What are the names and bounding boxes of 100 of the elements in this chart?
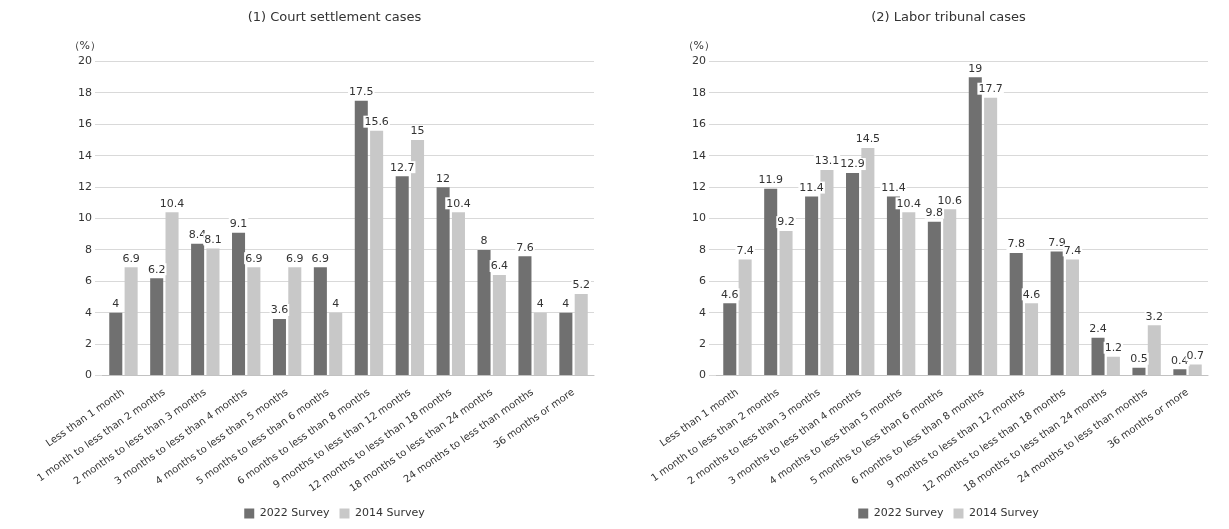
legend-label: 2014 Survey (969, 506, 1040, 520)
data-label: 4 (112, 297, 120, 311)
data-label: 3.6 (270, 303, 289, 317)
y-tick-label: 2 (85, 337, 92, 350)
data-label: 1.2 (1104, 341, 1123, 355)
bar (370, 130, 384, 376)
chart-title: (2) Labor tribunal cases (871, 9, 1027, 25)
y-tick-label: 16 (78, 117, 92, 131)
bar (1050, 251, 1064, 376)
y-tick-label: 20 (78, 54, 92, 68)
bar (1132, 367, 1146, 376)
bar (1188, 364, 1202, 376)
data-label: 0.5 (1130, 352, 1148, 366)
data-label: 3.2 (1145, 309, 1164, 323)
bar (395, 176, 409, 376)
bar (533, 312, 547, 376)
data-label: 6.9 (311, 251, 330, 265)
data-label: 15 (410, 124, 425, 138)
y-tick-label: 18 (78, 85, 92, 99)
bar (574, 293, 588, 376)
bar (206, 248, 220, 376)
y-tick-label: 10 (692, 211, 706, 225)
bar (1147, 325, 1161, 376)
bar (150, 278, 164, 376)
data-label: 17.7 (978, 82, 1003, 96)
data-label: 10.6 (937, 193, 962, 207)
bar (927, 221, 941, 376)
data-label: 9.2 (777, 215, 795, 229)
data-label: 19 (968, 61, 983, 75)
data-label: 8 (480, 234, 488, 248)
data-label: 9.8 (925, 206, 944, 220)
bar (329, 312, 343, 376)
y-tick-label: 6 (85, 274, 92, 288)
bar (191, 243, 205, 376)
data-label: 13.1 (814, 154, 840, 168)
bar (288, 267, 302, 376)
y-tick-label: 0 (85, 368, 92, 382)
data-label: 5.2 (572, 278, 590, 292)
bar (109, 312, 123, 376)
bar (1091, 337, 1105, 376)
data-label: 10.4 (446, 196, 471, 210)
data-label: 15.6 (364, 115, 389, 129)
y-tick-label: 8 (699, 242, 706, 256)
data-label: 4 (536, 297, 544, 311)
y-axis-title: （%） (68, 38, 101, 52)
data-label: 10.4 (159, 196, 185, 210)
legend-label: 2022 Survey (259, 506, 330, 520)
bar (1106, 356, 1120, 376)
bar (165, 212, 179, 376)
data-label: 7.9 (1048, 235, 1066, 249)
y-tick-label: 16 (692, 117, 706, 131)
y-tick-label: 0 (699, 368, 706, 382)
data-label: 4.6 (721, 287, 739, 301)
y-tick-label: 4 (85, 305, 92, 319)
chart-title: (1) Court settlement cases (247, 9, 422, 25)
bar (232, 232, 246, 376)
data-label: 7.6 (516, 240, 534, 254)
data-label: 0.7 (1186, 348, 1204, 362)
data-label: 12.7 (389, 160, 415, 174)
y-tick-label: 10 (78, 211, 92, 225)
data-label: 4 (562, 297, 570, 311)
data-label: 6.9 (245, 251, 263, 265)
data-label: 4 (332, 297, 340, 311)
bar (1025, 303, 1039, 376)
bar (1173, 369, 1187, 376)
bar (477, 249, 491, 376)
data-label: 6.4 (490, 259, 509, 273)
data-label: 8.1 (204, 232, 222, 246)
bar (764, 188, 778, 376)
bar (1065, 259, 1079, 376)
bar (313, 267, 327, 376)
y-tick-label: 20 (692, 54, 706, 68)
data-label: 6.9 (286, 251, 304, 265)
y-tick-label: 12 (78, 180, 92, 194)
y-axis-title: （%） (682, 38, 715, 52)
bar (492, 275, 506, 376)
data-label: 17.5 (349, 85, 374, 99)
data-label: 4.6 (1022, 287, 1041, 301)
bar (124, 267, 138, 376)
data-label: 14.5 (855, 132, 881, 146)
data-label: 6.2 (147, 262, 166, 276)
data-label: 10.4 (896, 196, 922, 210)
data-label: 12 (436, 171, 451, 185)
data-label: 12.9 (840, 157, 865, 171)
data-label: 7.8 (1007, 237, 1025, 251)
y-tick-label: 2 (699, 337, 706, 350)
y-tick-label: 14 (78, 148, 92, 162)
y-tick-label: 14 (692, 148, 706, 162)
bar (738, 259, 752, 376)
data-label: 11.4 (881, 180, 906, 194)
bar (984, 97, 998, 376)
bar (559, 312, 573, 376)
y-tick-label: 6 (699, 274, 706, 288)
bar (846, 173, 860, 376)
y-tick-label: 18 (692, 85, 706, 99)
bar (272, 319, 286, 376)
legend-label: 2022 Survey (873, 506, 944, 520)
bar (247, 267, 261, 376)
data-label: 11.9 (758, 173, 783, 187)
y-tick-label: 8 (85, 242, 92, 256)
